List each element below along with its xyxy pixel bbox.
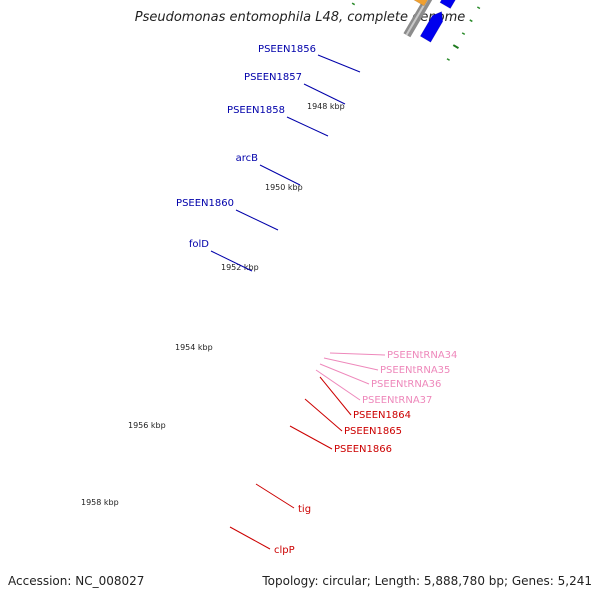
label-leader <box>259 164 301 186</box>
cds-forward <box>439 0 456 9</box>
gene-features <box>413 0 456 43</box>
gene-label[interactable]: clpP <box>274 545 295 556</box>
cds-forward <box>419 11 444 43</box>
scale-label: 1952 kbp <box>221 263 259 272</box>
cds-orange <box>413 0 428 7</box>
scale-labels: 1948 kbp 1950 kbp 1952 kbp 1954 kbp 1956 kbp… <box>81 102 345 507</box>
label-leader <box>235 209 279 231</box>
label-leader <box>315 369 361 401</box>
label-leader <box>210 250 253 272</box>
gene-label[interactable]: tig <box>298 504 311 515</box>
label-leader <box>319 376 352 416</box>
scale-label: 1958 kbp <box>81 498 119 507</box>
gene-label[interactable]: PSEENtRNA37 <box>362 395 432 406</box>
gene-label[interactable]: PSEEN1860 <box>176 198 234 209</box>
label-leader <box>304 398 343 432</box>
genome-backbone <box>403 0 433 38</box>
label-leader <box>319 363 370 385</box>
label-leaders <box>210 54 386 550</box>
scale-tick <box>469 19 473 23</box>
gene-label[interactable]: PSEENtRNA35 <box>380 365 450 376</box>
scale-label: 1948 kbp <box>307 102 345 111</box>
gene-label[interactable]: PSEEN1866 <box>334 444 392 455</box>
scale-tick <box>476 6 481 10</box>
accession-text: Accession: NC_008027 <box>8 574 145 588</box>
scale-tick <box>461 32 466 36</box>
gene-label[interactable]: PSEEN1865 <box>344 426 402 437</box>
scale-tick <box>452 44 459 49</box>
genome-title: Pseudomonas entomophila L48, complete ge… <box>134 10 466 25</box>
scale-label: 1954 kbp <box>175 343 213 352</box>
gene-label[interactable]: PSEENtRNA36 <box>371 379 441 390</box>
gene-label[interactable]: PSEEN1864 <box>353 410 411 421</box>
gene-label[interactable]: PSEEN1856 <box>258 44 316 55</box>
label-leader <box>323 357 379 371</box>
label-leader <box>286 116 329 137</box>
gene-label[interactable]: folD <box>189 239 209 250</box>
label-leader <box>317 54 361 73</box>
gene-label[interactable]: PSEEN1858 <box>227 105 285 116</box>
scale-label: 1950 kbp <box>265 183 303 192</box>
label-leader <box>303 83 346 105</box>
scale-ticks <box>351 2 481 61</box>
topology-summary: Topology: circular; Length: 5,888,780 bp… <box>262 574 592 588</box>
gene-labels: PSEEN1856 PSEEN1857 PSEEN1858 arcB PSEEN1860… <box>176 44 457 556</box>
backbone-highlight <box>405 0 429 36</box>
scale-tick <box>351 2 356 6</box>
label-leader <box>289 425 333 450</box>
gene-label[interactable]: PSEENtRNA34 <box>387 350 457 361</box>
label-leader <box>229 526 271 550</box>
gene-label[interactable]: PSEEN1857 <box>244 72 302 83</box>
label-leader <box>329 352 386 356</box>
scale-tick <box>446 58 450 61</box>
label-leader <box>255 483 295 509</box>
gene-label[interactable]: arcB <box>236 153 259 164</box>
scale-label: 1956 kbp <box>128 421 166 430</box>
